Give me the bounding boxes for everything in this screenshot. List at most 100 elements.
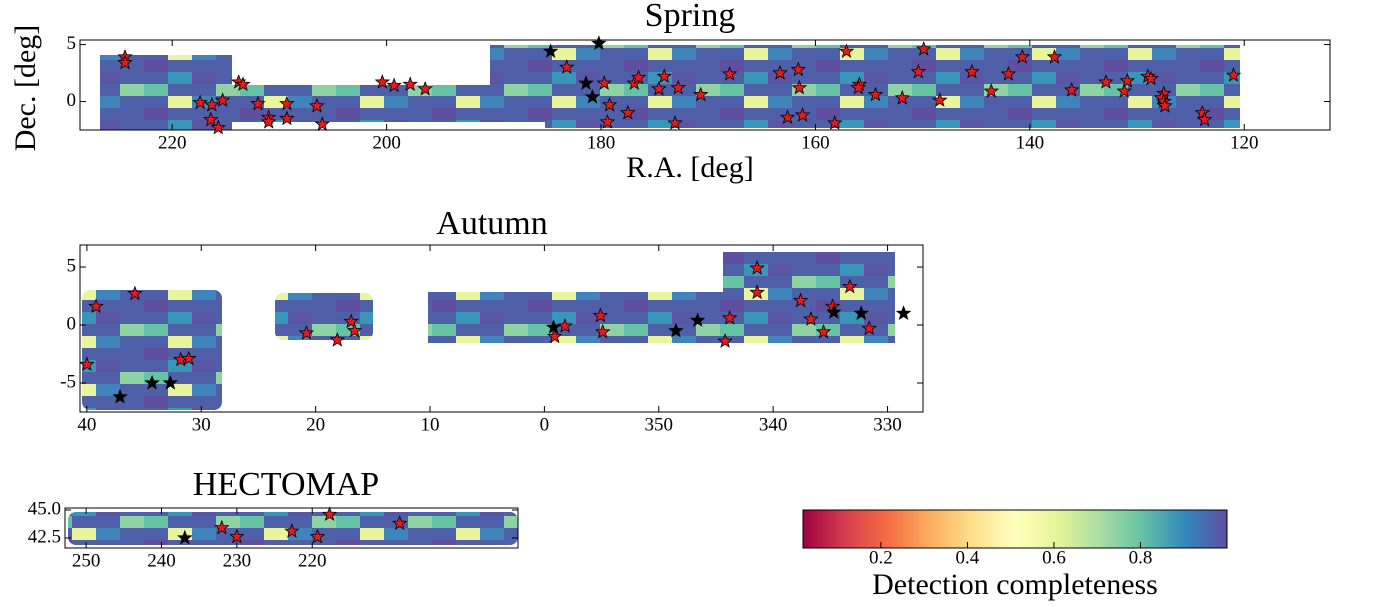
star-marker [894, 89, 910, 105]
star-marker [717, 333, 733, 348]
star-marker [1196, 111, 1213, 127]
y-tick-label: 5 [67, 255, 77, 276]
star-marker [779, 109, 796, 125]
star-marker [1157, 97, 1173, 113]
star-marker [557, 318, 573, 333]
star-marker [630, 69, 647, 85]
x-tick-label: 160 [801, 132, 830, 153]
x-tick-label: 350 [645, 414, 674, 435]
x-tick-label: 10 [421, 414, 440, 435]
x-tick-label: 0 [540, 414, 550, 435]
x-tick-label: 340 [759, 414, 788, 435]
star-marker [803, 311, 819, 326]
star-marker [250, 95, 266, 111]
star-marker [546, 328, 563, 344]
star-marker [260, 113, 277, 129]
y-tick-label: 0 [67, 90, 77, 111]
star-marker [1098, 74, 1114, 89]
star-marker [402, 76, 418, 92]
star-marker [144, 374, 160, 390]
star-marker [850, 79, 867, 95]
star-marker [79, 356, 95, 372]
star-marker [596, 75, 612, 90]
x-tick-label: 240 [147, 550, 176, 571]
star-marker [620, 104, 636, 120]
y-tick-label: 5 [67, 33, 77, 54]
y-tick-label: 45.0 [28, 498, 61, 519]
colorbar-tick-label: 0.4 [956, 547, 980, 568]
star-marker [210, 119, 227, 135]
x-tick-label: 120 [1230, 132, 1259, 153]
star-marker [915, 40, 932, 56]
star-marker [591, 35, 607, 51]
star-marker [1063, 81, 1080, 97]
star-marker [203, 111, 219, 127]
star-marker [314, 116, 330, 131]
autumn-footprint [275, 293, 373, 340]
x-tick-label: 230 [223, 550, 252, 571]
panel-title: Autumn [436, 205, 547, 242]
star-marker [417, 80, 433, 96]
star-marker [235, 76, 251, 92]
panel-title: Spring [645, 0, 736, 34]
star-marker [749, 284, 765, 300]
star-marker [656, 68, 672, 84]
star-marker [329, 331, 346, 347]
star-marker [601, 96, 618, 112]
star-marker [842, 278, 858, 294]
star-marker [670, 79, 686, 95]
star-marker [542, 43, 559, 59]
y-axis-label: Dec. [deg] [9, 25, 42, 152]
star-marker [895, 305, 912, 321]
y-tick-label: 42.5 [28, 526, 61, 547]
star-marker [861, 320, 877, 336]
star-marker [192, 94, 208, 110]
x-tick-label: 330 [873, 414, 902, 435]
colorbar-tick-label: 0.2 [869, 547, 893, 568]
star-marker [910, 63, 927, 79]
star-marker [346, 322, 363, 338]
axes-frame [79, 39, 1331, 131]
star-marker [309, 97, 325, 113]
star-marker [592, 307, 609, 323]
star-marker [127, 285, 143, 301]
y-tick-label: 0 [67, 313, 77, 334]
star-marker [112, 388, 128, 404]
star-marker [749, 260, 765, 275]
star-marker [1046, 48, 1063, 64]
x-tick-label: 220 [158, 132, 187, 153]
star-marker [689, 312, 706, 327]
star-marker [298, 324, 315, 340]
star-marker [790, 61, 806, 77]
star-marker [794, 107, 811, 122]
star-marker [343, 313, 359, 329]
colorbar-tick-label: 0.6 [1042, 547, 1066, 568]
star-marker [578, 75, 594, 90]
star-marker [1143, 70, 1159, 86]
star-marker [721, 66, 738, 81]
x-tick-label: 20 [306, 414, 325, 435]
colorbar-tick-label: 0.8 [1129, 547, 1153, 568]
star-marker [229, 528, 245, 544]
star-marker [693, 86, 709, 102]
star-marker [584, 88, 601, 104]
star-marker [386, 77, 402, 93]
star-marker [815, 323, 832, 339]
x-tick-label: 180 [587, 132, 616, 153]
star-marker [667, 115, 683, 130]
star-marker [853, 305, 869, 321]
star-marker [391, 515, 408, 531]
star-marker [595, 323, 611, 339]
star-marker [867, 86, 884, 102]
star-marker [1225, 67, 1242, 82]
x-tick-label: 200 [372, 132, 401, 153]
panel-title: HECTOMAP [193, 466, 379, 503]
star-marker [932, 92, 948, 107]
star-marker [826, 304, 842, 319]
star-marker [983, 83, 999, 98]
star-marker [214, 519, 230, 535]
x-tick-label: 40 [77, 414, 96, 435]
star-marker [772, 64, 788, 80]
